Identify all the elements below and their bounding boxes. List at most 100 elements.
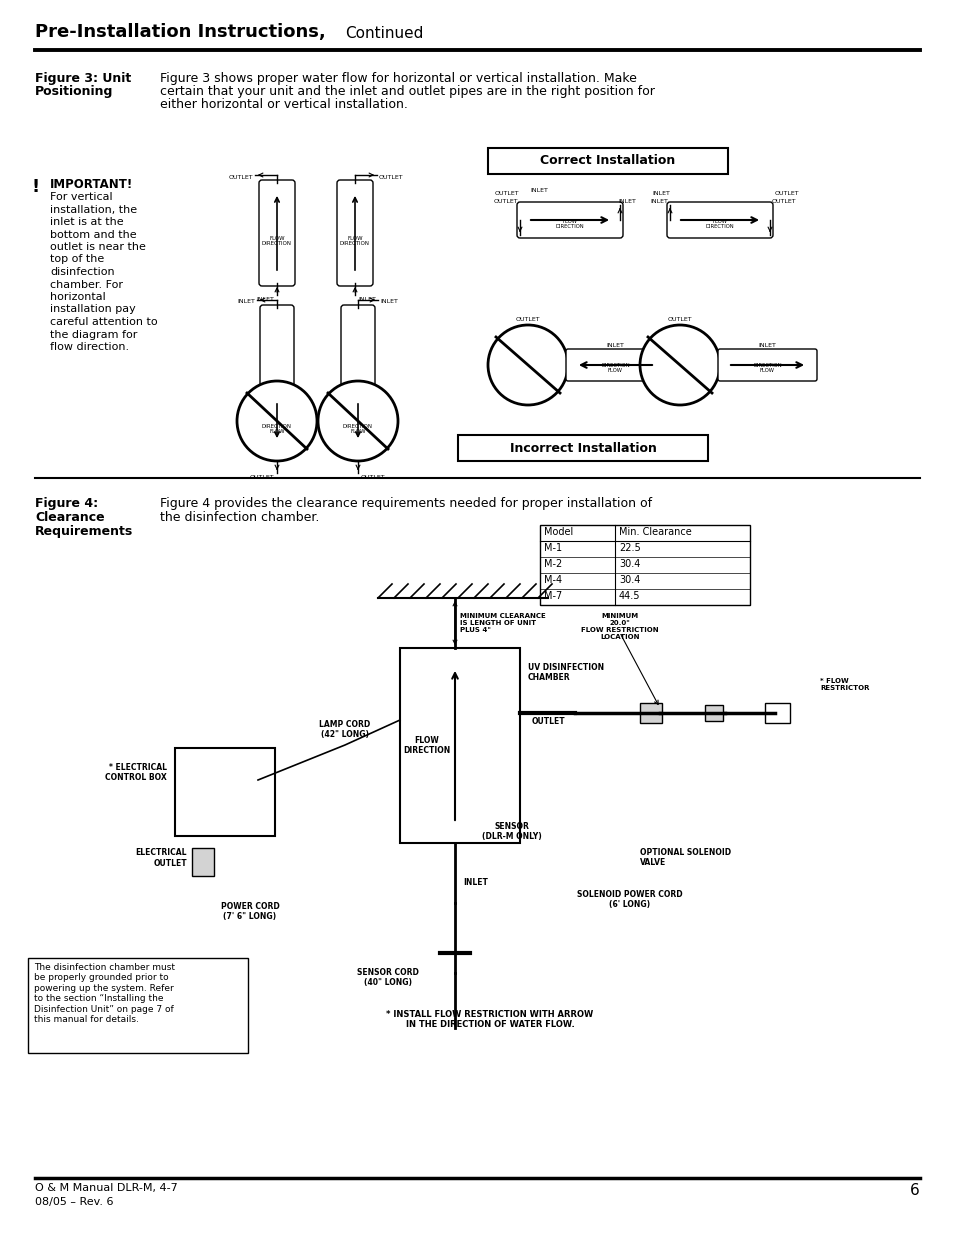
Text: Clearance: Clearance [35,511,105,524]
Text: disinfection: disinfection [50,267,114,277]
Text: The disinfection chamber must
be properly grounded prior to
powering up the syst: The disinfection chamber must be properl… [34,963,174,1024]
Text: top of the: top of the [50,254,104,264]
Text: installation pay: installation pay [50,305,135,315]
Text: OUTLET: OUTLET [494,191,518,196]
Text: INLET: INLET [606,343,624,348]
Text: MINIMUM CLEARANCE
IS LENGTH OF UNIT
PLUS 4": MINIMUM CLEARANCE IS LENGTH OF UNIT PLUS… [459,613,545,634]
Text: certain that your unit and the inlet and outlet pipes are in the right position : certain that your unit and the inlet and… [160,85,654,98]
Circle shape [488,325,567,405]
Text: OUTLET: OUTLET [516,317,539,322]
Text: M-2: M-2 [543,559,561,569]
Text: DIRECTION
FLOW: DIRECTION FLOW [262,424,292,435]
Text: careful attention to: careful attention to [50,317,157,327]
Text: INLET: INLET [652,191,669,196]
Text: inlet is at the: inlet is at the [50,217,124,227]
Text: SENSOR CORD
(40" LONG): SENSOR CORD (40" LONG) [356,968,418,988]
Text: Pre-Installation Instructions,: Pre-Installation Instructions, [35,23,325,41]
Text: DIRECTION
FLOW: DIRECTION FLOW [753,363,781,373]
Text: OUTLET: OUTLET [531,718,564,726]
Text: O & M Manual DLR-M, 4-7: O & M Manual DLR-M, 4-7 [35,1183,177,1193]
Text: FLOW
DIRECTION: FLOW DIRECTION [262,236,292,247]
Text: * FLOW
RESTRICTOR: * FLOW RESTRICTOR [820,678,868,692]
Text: * ELECTRICAL
CONTROL BOX: * ELECTRICAL CONTROL BOX [105,763,167,783]
Text: Incorrect Installation: Incorrect Installation [509,441,656,454]
Bar [488,148,727,174]
Text: FLOW
DIRECTION: FLOW DIRECTION [705,219,734,230]
Text: 22.5: 22.5 [618,543,640,553]
Text: Positioning: Positioning [35,85,113,98]
Text: horizontal: horizontal [50,291,106,303]
Text: INLET: INLET [357,296,375,303]
Text: Correct Installation: Correct Installation [539,154,675,168]
Text: OPTIONAL SOLENOID
VALVE: OPTIONAL SOLENOID VALVE [639,848,730,867]
Text: For vertical: For vertical [50,191,112,203]
Text: INLET: INLET [255,296,274,303]
Circle shape [639,325,720,405]
Text: INLET: INLET [379,299,397,304]
FancyBboxPatch shape [718,350,816,382]
FancyBboxPatch shape [565,350,664,382]
Bar [28,958,248,1053]
Text: OUTLET: OUTLET [378,175,403,180]
Text: Figure 4:: Figure 4: [35,496,98,510]
Text: INLET: INLET [649,199,667,204]
Text: INLET: INLET [758,343,776,348]
Text: INLET: INLET [237,299,254,304]
Text: bottom and the: bottom and the [50,230,136,240]
Text: Min. Clearance: Min. Clearance [618,527,691,537]
Text: the diagram for: the diagram for [50,330,137,340]
Text: Figure 3: Unit: Figure 3: Unit [35,72,132,85]
Text: OUTLET: OUTLET [249,475,274,480]
Text: installation, the: installation, the [50,205,137,215]
Text: 6: 6 [909,1183,919,1198]
Bar [764,703,789,722]
Text: M-1: M-1 [543,543,561,553]
Circle shape [236,382,316,461]
Text: POWER CORD
(7' 6" LONG): POWER CORD (7' 6" LONG) [220,902,279,921]
Text: 44.5: 44.5 [618,592,639,601]
Text: either horizontal or vertical installation.: either horizontal or vertical installati… [160,98,408,111]
Bar [539,525,749,605]
Text: LAMP CORD
(42" LONG): LAMP CORD (42" LONG) [319,720,370,740]
Circle shape [317,382,397,461]
Text: 30.4: 30.4 [618,576,639,585]
Bar [174,748,274,836]
Bar [639,703,661,722]
Text: M-4: M-4 [543,576,561,585]
Text: ELECTRICAL
OUTLET: ELECTRICAL OUTLET [135,848,187,868]
Bar [399,648,519,844]
Text: 30.4: 30.4 [618,559,639,569]
Text: the disinfection chamber.: the disinfection chamber. [160,511,319,524]
Text: SOLENOID POWER CORD
(6' LONG): SOLENOID POWER CORD (6' LONG) [577,890,682,909]
Bar [457,435,707,461]
Text: FLOW
DIRECTION: FLOW DIRECTION [403,736,450,755]
Text: 08/05 – Rev. 6: 08/05 – Rev. 6 [35,1197,113,1207]
Text: chamber. For: chamber. For [50,279,123,289]
FancyBboxPatch shape [336,180,373,287]
Text: OUTLET: OUTLET [667,317,692,322]
FancyBboxPatch shape [517,203,622,238]
Text: INLET: INLET [618,199,636,204]
Text: UV DISINFECTION
CHAMBER: UV DISINFECTION CHAMBER [527,663,603,683]
Text: DIRECTION
FLOW: DIRECTION FLOW [600,363,629,373]
Bar [192,848,213,876]
Text: OUTLET: OUTLET [774,191,799,196]
Text: OUTLET: OUTLET [771,199,796,204]
Text: OUTLET: OUTLET [228,175,253,180]
Text: OUTLET: OUTLET [493,199,517,204]
Text: !: ! [32,178,40,196]
Text: INLET: INLET [462,878,487,887]
Text: M-7: M-7 [543,592,561,601]
Text: flow direction.: flow direction. [50,342,129,352]
Text: Continued: Continued [345,26,423,41]
Text: IMPORTANT!: IMPORTANT! [50,178,133,191]
Text: Figure 3 shows proper water flow for horizontal or vertical installation. Make: Figure 3 shows proper water flow for hor… [160,72,637,85]
FancyBboxPatch shape [258,180,294,287]
Text: outlet is near the: outlet is near the [50,242,146,252]
Text: DIRECTION
FLOW: DIRECTION FLOW [343,424,373,435]
Text: FLOW
DIRECTION: FLOW DIRECTION [339,236,370,247]
Text: INLET: INLET [530,188,547,193]
FancyBboxPatch shape [260,305,294,387]
Text: FLOW
DIRECTION: FLOW DIRECTION [555,219,583,230]
Text: OUTLET: OUTLET [360,475,385,480]
